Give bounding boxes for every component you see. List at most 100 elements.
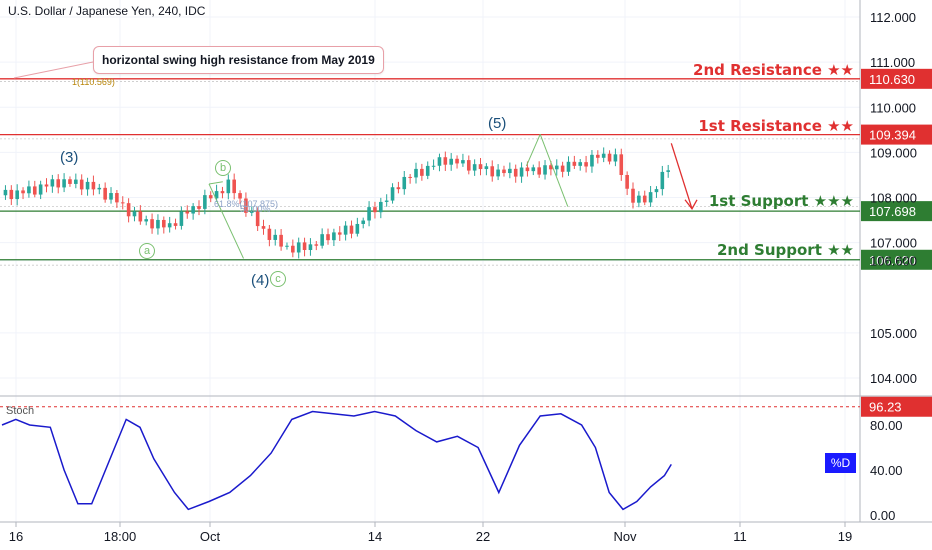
candle-body: [402, 176, 407, 190]
price-tick-label: 105.000: [870, 326, 917, 341]
stoch-title: Stoch: [6, 405, 35, 417]
candle-body: [648, 192, 653, 203]
level-price-tag: [861, 124, 932, 145]
candle-body: [601, 153, 606, 158]
candle-body: [332, 232, 336, 241]
stoch-tick-label: 40.00: [870, 463, 903, 478]
fib-target-label: 1(110.569): [72, 77, 115, 87]
wave-b-label: b: [215, 160, 231, 176]
candle-body: [27, 186, 31, 194]
level-lines: 110.630 109.394 107.698 106.620: [0, 68, 932, 270]
candle-body: [549, 165, 553, 170]
stoch-d-line: [1, 410, 672, 511]
candle-body: [208, 195, 213, 199]
fib-lines: [0, 61, 860, 266]
candle-body: [15, 190, 19, 200]
candle-body: [484, 166, 489, 170]
candle-body: [466, 160, 471, 171]
candle-body: [631, 188, 635, 203]
candle-body: [291, 245, 295, 253]
candle-body: [244, 198, 248, 213]
stoch-pane: 96.23: [0, 396, 932, 511]
fib-retrace-label: 61.8%(107.875): [214, 199, 279, 209]
candle-body: [607, 153, 612, 162]
candle-body: [367, 207, 371, 221]
candle-body: [267, 228, 272, 240]
level-price-tag-text: 110.630: [869, 72, 915, 87]
candle-body: [296, 242, 301, 253]
level-label-2nd-resistance: 2nd Resistance ★★: [693, 61, 854, 79]
candle-body: [596, 154, 600, 158]
candle-body: [21, 190, 25, 194]
candle-body: [120, 202, 125, 204]
level-label-1st-resistance: 1st Resistance ★★: [698, 117, 854, 135]
candle-body: [543, 165, 547, 175]
projection-arrow-head: [684, 199, 698, 210]
candle-body: [455, 158, 459, 164]
candle-body: [390, 187, 395, 201]
candle-body: [56, 179, 61, 188]
candle-body: [531, 167, 536, 172]
x-tick-label: 14: [368, 529, 382, 544]
level-price-tag-text: 109.394: [869, 128, 916, 143]
candle-body: [425, 165, 430, 176]
price-tick-label: 110.000: [870, 100, 916, 115]
wave-4-label: (4): [251, 272, 270, 289]
candle-body: [32, 186, 37, 195]
candle-body: [502, 169, 506, 174]
candle-body: [408, 176, 412, 178]
candle-body: [525, 167, 530, 172]
wave-arrow: [208, 183, 244, 259]
candle-body: [132, 211, 137, 217]
symbol-title: U.S. Dollar / Japanese Yen, 240, IDC: [8, 4, 206, 18]
candle-body: [173, 223, 178, 226]
stoch-tick-label: 80.00: [870, 418, 903, 433]
candle-body: [320, 234, 324, 246]
candle-body: [197, 206, 201, 209]
x-tick-label: 11: [733, 529, 747, 544]
wave-5-label: (5): [488, 115, 507, 132]
candle-body: [191, 206, 195, 214]
x-tick-label: Oct: [200, 529, 221, 544]
candle-body: [508, 168, 512, 174]
candle-body: [625, 174, 629, 189]
stoch-d-badge: %D: [825, 453, 856, 473]
price-tick-label: 112.000: [870, 10, 916, 25]
candle-body: [220, 191, 225, 194]
candle-body: [91, 181, 96, 190]
price-tick-label: 106.600: [870, 254, 917, 269]
candle-body: [554, 165, 559, 170]
candle-body: [513, 168, 518, 177]
candle-body: [396, 187, 401, 190]
candle-body: [97, 187, 102, 190]
candle-body: [449, 158, 453, 165]
candle-body: [79, 179, 84, 190]
candle-body: [566, 161, 571, 172]
candle-body: [355, 223, 360, 234]
candle-body: [226, 179, 231, 194]
x-tick-label: 22: [476, 529, 490, 544]
level-price-tag-text: 107.698: [869, 204, 916, 219]
candle-body: [185, 211, 190, 214]
candle-body: [343, 225, 348, 235]
price-tick-label: 111.000: [870, 55, 915, 70]
candle-body: [109, 193, 113, 200]
level-price-tag: [861, 249, 932, 270]
x-tick-label: Nov: [613, 529, 637, 544]
annotation-note[interactable]: horizontal swing high resistance from Ma…: [93, 46, 384, 74]
candle-body: [279, 234, 283, 247]
candle-body: [437, 157, 442, 166]
candle-body: [472, 164, 477, 171]
candle-body: [150, 219, 154, 229]
candle-body: [578, 162, 583, 166]
wave-arrow: [525, 134, 541, 167]
axes: 112.000 111.000 110.000 109.000 108.000 107.0…: [9, 10, 917, 544]
candle-body: [302, 242, 307, 250]
candle-body: [537, 167, 541, 175]
candle-body: [179, 211, 184, 226]
wave-a-label: a: [139, 243, 155, 259]
candle-body: [519, 167, 524, 177]
x-tick-label: 16: [9, 529, 23, 544]
candle-body: [44, 184, 49, 187]
